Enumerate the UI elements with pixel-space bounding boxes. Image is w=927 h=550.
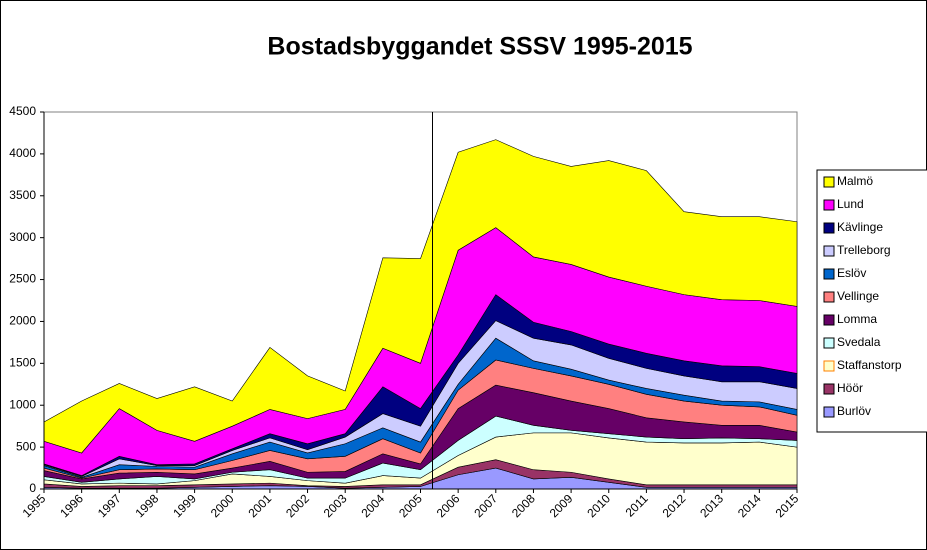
legend-swatch — [823, 245, 835, 257]
legend-label: Burlöv — [837, 404, 871, 418]
legend-label: Höör — [837, 381, 863, 395]
legend-label: Staffanstorp — [837, 358, 902, 372]
legend-swatch — [823, 291, 835, 303]
legend-swatch — [823, 337, 835, 349]
legend-label: Vellinge — [837, 289, 879, 303]
legend-label: Svedala — [837, 335, 881, 349]
legend-box — [816, 169, 927, 433]
y-tick-label: 3500 — [9, 188, 36, 202]
legend-swatch — [823, 222, 835, 234]
legend-label: Kävlinge — [837, 220, 883, 234]
legend-label: Eslöv — [837, 266, 866, 280]
legend-label: Malmö — [837, 174, 873, 188]
legend-swatch — [823, 268, 835, 280]
y-tick-label: 3000 — [9, 230, 36, 244]
y-tick-label: 0 — [29, 481, 36, 495]
y-tick-label: 500 — [16, 439, 36, 453]
y-tick-label: 1500 — [9, 356, 36, 370]
legend-label: Lund — [837, 197, 864, 211]
y-tick-label: 2500 — [9, 272, 36, 286]
legend-swatch — [823, 383, 835, 395]
legend-label: Lomma — [837, 312, 877, 326]
legend-swatch — [823, 360, 835, 372]
y-tick-label: 4000 — [9, 146, 36, 160]
legend-label: Trelleborg — [837, 243, 891, 257]
area — [43, 139, 798, 454]
y-tick-label: 4500 — [9, 104, 36, 118]
chart-title: Bostadsbyggandet SSSV 1995-2015 — [267, 33, 692, 61]
plot-area: 0500100015002000250030003500400045001995… — [9, 104, 801, 520]
legend-swatch — [823, 199, 835, 211]
y-tick-label: 2000 — [9, 314, 36, 328]
y-tick-label: 1000 — [9, 397, 36, 411]
legend-swatch — [823, 406, 835, 418]
legend: Malmö Lund Kävlinge Trelleborg Eslöv Vellinge… — [816, 169, 927, 433]
legend-swatch — [823, 176, 835, 188]
legend-swatch — [823, 314, 835, 326]
